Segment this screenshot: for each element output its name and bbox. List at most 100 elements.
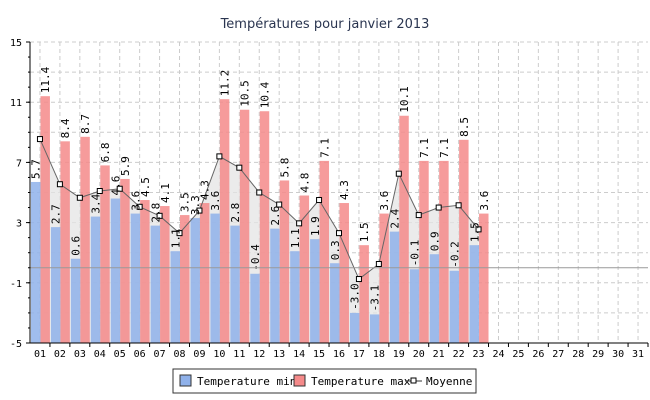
data-label-min: 2.8 (229, 203, 242, 223)
data-label-min: 5.7 (30, 159, 43, 179)
x-tick-label: 09 (193, 349, 205, 360)
x-tick-label: 20 (413, 349, 425, 360)
average-marker (76, 194, 83, 201)
x-tick-label: 25 (512, 349, 524, 360)
x-tick-label: 13 (273, 349, 285, 360)
bar-min (449, 270, 460, 343)
y-tick-label: 3 (16, 219, 22, 230)
bar-min (190, 218, 200, 343)
data-label-max: 8.7 (79, 114, 92, 134)
data-label-min: 0.9 (428, 231, 441, 251)
average-marker (455, 202, 462, 209)
x-tick-label: 17 (353, 349, 365, 360)
data-label-max: 4.1 (159, 183, 172, 203)
legend-swatch-max (293, 374, 306, 387)
data-label-max: 5.8 (278, 158, 291, 178)
x-tick-label: 12 (253, 349, 265, 360)
data-label-min: -3.1 (369, 285, 382, 312)
bar-max (100, 165, 110, 343)
x-tick-label: 01 (34, 349, 46, 360)
bar-min (290, 251, 300, 343)
average-marker (116, 185, 123, 192)
legend: Temperature min Temperature max Moyenne (172, 368, 477, 394)
y-tick-label: -5 (10, 339, 22, 350)
bar-min (330, 263, 340, 343)
data-label-max: 4.5 (139, 177, 152, 197)
bar-min (50, 227, 61, 343)
data-label-min: 3.3 (189, 195, 202, 215)
x-tick-label: 06 (134, 349, 146, 360)
data-label-max: 6.8 (99, 143, 112, 163)
bar-min (230, 225, 240, 343)
bar-max (60, 141, 70, 343)
x-tick-label: 03 (74, 349, 86, 360)
bar-min (130, 213, 141, 343)
average-marker (256, 189, 263, 196)
bar-min (270, 228, 280, 343)
bar-min (409, 269, 420, 343)
data-label-min: 1.9 (309, 216, 322, 236)
average-marker (276, 201, 283, 208)
data-label-max: 7.1 (418, 138, 431, 158)
legend-marker-avg (410, 377, 417, 384)
data-label-min: 1.5 (468, 222, 481, 242)
bar-max (419, 160, 429, 343)
data-label-min: 3.4 (90, 193, 103, 213)
data-label-max: 11.2 (219, 70, 232, 97)
x-tick-label: 21 (433, 349, 445, 360)
average-marker (36, 136, 43, 143)
data-label-max: 5.9 (119, 156, 132, 176)
bar-max (160, 206, 170, 343)
data-label-min: 0.3 (329, 240, 342, 260)
data-label-min: -0.2 (448, 241, 461, 268)
data-label-min: 1.1 (289, 228, 302, 248)
data-label-min: 3.6 (209, 191, 222, 211)
data-label-min: 2.4 (389, 208, 402, 228)
x-tick-label: 18 (373, 349, 385, 360)
average-marker (375, 260, 382, 267)
y-tick-label: 11 (10, 98, 22, 109)
data-label-max: 4.3 (199, 180, 212, 200)
data-label-max: 10.1 (398, 86, 411, 113)
data-label-max: 10.4 (258, 81, 271, 108)
average-marker (475, 226, 482, 233)
data-label-min: 2.6 (269, 206, 282, 226)
bar-max (319, 160, 330, 343)
bar-min (349, 312, 360, 343)
x-tick-label: 23 (473, 349, 485, 360)
bar-max (399, 115, 409, 344)
x-tick-label: 14 (293, 349, 305, 360)
bar-min (150, 225, 161, 343)
x-tick-label: 15 (313, 349, 325, 360)
bar-max (439, 160, 449, 343)
x-tick-label: 08 (173, 349, 185, 360)
bar-max (219, 99, 230, 343)
x-tick-label: 16 (333, 349, 345, 360)
bar-max (459, 139, 469, 343)
bar-min (389, 231, 400, 343)
data-label-min: -0.1 (409, 240, 422, 267)
average-marker (136, 203, 143, 210)
bar-max (479, 213, 489, 343)
x-tick-label: 11 (233, 349, 245, 360)
bar-max (199, 203, 210, 343)
data-label-min: -3.0 (349, 283, 362, 310)
data-label-max: 11.4 (39, 66, 52, 93)
data-label-min: -0.4 (249, 244, 262, 271)
x-tick-label: 30 (612, 349, 624, 360)
legend-box (172, 368, 477, 394)
bar-max (140, 200, 150, 343)
legend-label-min: Temperature min (197, 375, 296, 388)
data-label-min: 0.6 (70, 236, 83, 256)
bar-min (170, 251, 181, 343)
data-label-max: 4.8 (298, 173, 311, 193)
x-tick-label: 05 (114, 349, 126, 360)
x-tick-label: 04 (94, 349, 106, 360)
bar-min (70, 258, 81, 343)
data-label-min: 2.7 (50, 204, 63, 224)
average-marker (216, 153, 223, 160)
x-tick-label: 29 (592, 349, 604, 360)
bar-max (239, 109, 250, 343)
x-tick-label: 27 (552, 349, 564, 360)
y-tick-label: -1 (10, 279, 22, 290)
